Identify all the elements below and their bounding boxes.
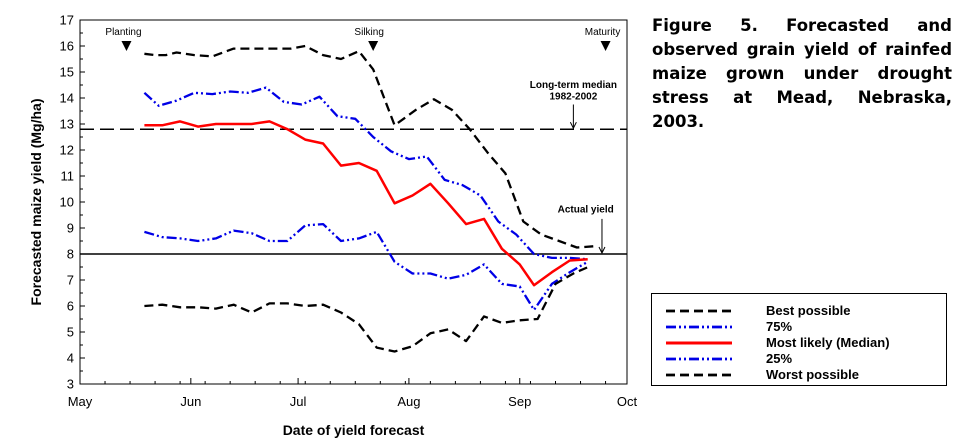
y-tick-label: 12 (60, 143, 74, 158)
legend-label: Most likely (Median) (766, 335, 890, 350)
figure-caption: Figure 5. Forecasted and observed grain … (652, 16, 952, 131)
stage-marker-label: Maturity (585, 27, 621, 38)
legend-item: Most likely (Median) (652, 335, 946, 351)
reference-label: Actual yield (558, 204, 614, 215)
stage-marker-triangle (121, 41, 132, 51)
stage-marker-label: Planting (105, 27, 141, 38)
series-line (143, 86, 588, 261)
y-tick-label: 14 (60, 91, 74, 106)
x-tick-label: Aug (397, 394, 420, 409)
y-tick-label: 13 (60, 117, 74, 132)
x-tick-label: Sep (508, 394, 531, 409)
y-tick-label: 4 (67, 351, 74, 366)
series-line (144, 222, 589, 312)
y-tick-label: 6 (67, 299, 74, 314)
series-line (144, 44, 595, 249)
legend-swatch (666, 325, 732, 329)
y-axis-title: Forecasted maize yield (Mg/ha) (28, 99, 44, 306)
legend-swatch (666, 309, 732, 313)
legend-item: 25% (652, 351, 946, 367)
reference-label: Long-term median (530, 80, 617, 91)
legend-item: Worst possible (652, 367, 946, 383)
legend-item: Best possible (652, 303, 946, 319)
x-axis-title: Date of yield forecast (283, 422, 425, 438)
x-tick-label: Jul (290, 394, 307, 409)
plot-frame (79, 19, 628, 385)
legend-label: Worst possible (766, 367, 859, 382)
y-tick-label: 16 (60, 39, 74, 54)
y-tick-label: 15 (60, 65, 74, 80)
series-line (144, 120, 588, 287)
y-tick-label: 9 (67, 221, 74, 236)
legend-swatch (666, 373, 732, 377)
y-tick-label: 7 (67, 273, 74, 288)
y-tick-label: 8 (67, 247, 74, 262)
reference-arrow-head (598, 246, 606, 255)
reference-arrow-head (569, 121, 577, 130)
reference-sublabel: 1982-2002 (549, 91, 597, 102)
legend-label: Best possible (766, 303, 851, 318)
legend-item: 75% (652, 319, 946, 335)
y-tick-label: 5 (67, 325, 74, 340)
legend-label: 75% (766, 319, 793, 334)
stage-marker-label: Silking (354, 27, 383, 38)
y-tick-label: 11 (61, 169, 75, 184)
series-line (144, 264, 592, 353)
y-tick-label: 10 (60, 195, 74, 210)
stage-marker-triangle (600, 41, 611, 51)
chart-legend: Best possible 75% Most likely (Median) 25% W… (651, 293, 947, 386)
y-tick-label: 17 (60, 13, 74, 28)
x-tick-label: Oct (617, 394, 638, 409)
legend-swatch (666, 341, 732, 345)
legend-swatch (666, 357, 732, 361)
x-tick-label: Jun (180, 394, 201, 409)
legend-label: 25% (766, 351, 793, 366)
y-tick-label: 3 (67, 377, 74, 392)
stage-marker-triangle (368, 41, 379, 51)
x-tick-label: May (68, 394, 93, 409)
